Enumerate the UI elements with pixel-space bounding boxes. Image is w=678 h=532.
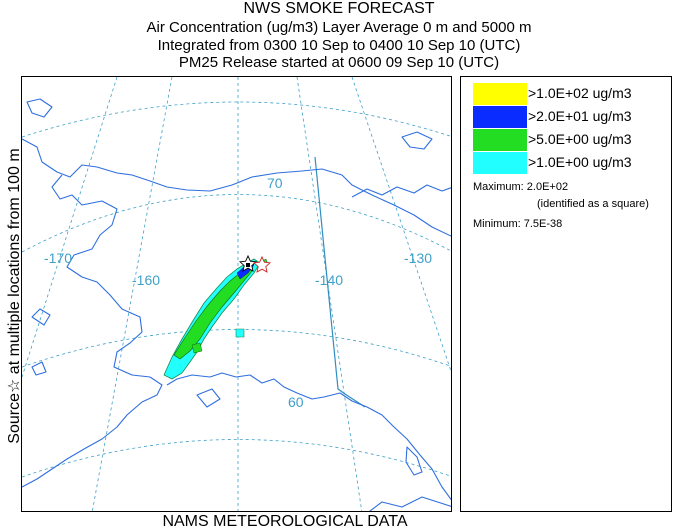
legend-swatch-yellow bbox=[473, 83, 527, 105]
integration-period: Integrated from 0300 10 Sep to 0400 10 S… bbox=[157, 37, 521, 54]
concentration-subtitle: Air Concentration (ug/m3) Layer Average … bbox=[146, 19, 532, 36]
lat-label-60: 60 bbox=[288, 394, 304, 410]
legend-label: >5.0E+00 ug/m3 bbox=[528, 131, 632, 147]
peninsula-coast bbox=[22, 376, 163, 488]
arctic-islands bbox=[351, 184, 451, 198]
plume-patch bbox=[235, 328, 245, 338]
legend-item: >1.0E+00 ug/m3 bbox=[473, 152, 673, 174]
maximum-square bbox=[246, 263, 250, 267]
forecast-title: NWS SMOKE FORECAST bbox=[243, 0, 435, 17]
minimum-value: Minimum: 7.5E-38 bbox=[473, 218, 563, 230]
legend-panel: >1.0E+02 ug/m3 >2.0E+01 ug/m3 >5.0E+00 u… bbox=[460, 76, 672, 512]
plume-green bbox=[173, 266, 253, 360]
maximum-value: Maximum: 2.0E+02 bbox=[473, 181, 569, 193]
st-lawrence-island bbox=[31, 308, 51, 326]
north-coast bbox=[22, 138, 451, 237]
panhandle-island bbox=[405, 446, 423, 476]
maximum-note: (identified as a square) bbox=[537, 198, 649, 210]
source-star bbox=[252, 255, 272, 273]
lon-line-170 bbox=[22, 77, 118, 378]
lat-line-70 bbox=[22, 194, 451, 253]
lon-label-140: -140 bbox=[315, 272, 343, 288]
graticule bbox=[22, 77, 451, 511]
lat-label-70: 70 bbox=[267, 175, 283, 191]
legend-label: >2.0E+01 ug/m3 bbox=[528, 108, 632, 124]
lon-label-130: -130 bbox=[404, 250, 432, 266]
lon-line-140 bbox=[296, 77, 363, 511]
legend-item: >5.0E+00 ug/m3 bbox=[473, 129, 673, 151]
lon-label-160: -160 bbox=[132, 272, 160, 288]
source-markers bbox=[238, 254, 272, 273]
west-coast bbox=[51, 174, 151, 378]
legend-label: >1.0E+00 ug/m3 bbox=[528, 154, 632, 170]
south-coast bbox=[166, 372, 451, 501]
border-line bbox=[314, 156, 366, 408]
banks-island bbox=[401, 131, 433, 150]
smoke-map[interactable]: -170 -160 -140 -130 70 60 bbox=[21, 76, 452, 512]
map-canvas: -170 -160 -140 -130 70 60 bbox=[22, 77, 451, 511]
kodiak-island bbox=[196, 388, 221, 408]
coastline bbox=[22, 98, 451, 511]
legend-swatch-cyan bbox=[473, 152, 527, 174]
legend-swatch-green bbox=[473, 129, 527, 151]
legend-swatch-blue bbox=[473, 106, 527, 128]
bc-coast bbox=[369, 496, 451, 511]
lon-label-170: -170 bbox=[44, 250, 72, 266]
lat-line-60 bbox=[22, 439, 451, 478]
legend-item: >2.0E+01 ug/m3 bbox=[473, 106, 673, 128]
data-source-footer: NAMS METEOROLOGICAL DATA bbox=[162, 513, 408, 530]
plume-patch-2 bbox=[191, 342, 203, 354]
lon-line-160 bbox=[91, 77, 173, 511]
legend-label: >1.0E+02 ug/m3 bbox=[528, 85, 632, 101]
release-start: PM25 Release started at 0600 09 Sep 10 (… bbox=[178, 54, 500, 71]
legend-item: >1.0E+02 ug/m3 bbox=[473, 83, 673, 105]
island-coast bbox=[26, 98, 53, 118]
lat-line-65 bbox=[22, 329, 451, 368]
nunivak-island bbox=[31, 361, 47, 376]
lat-line-75 bbox=[22, 101, 451, 138]
lon-line-130 bbox=[351, 77, 451, 373]
smoke-plume bbox=[163, 258, 269, 380]
